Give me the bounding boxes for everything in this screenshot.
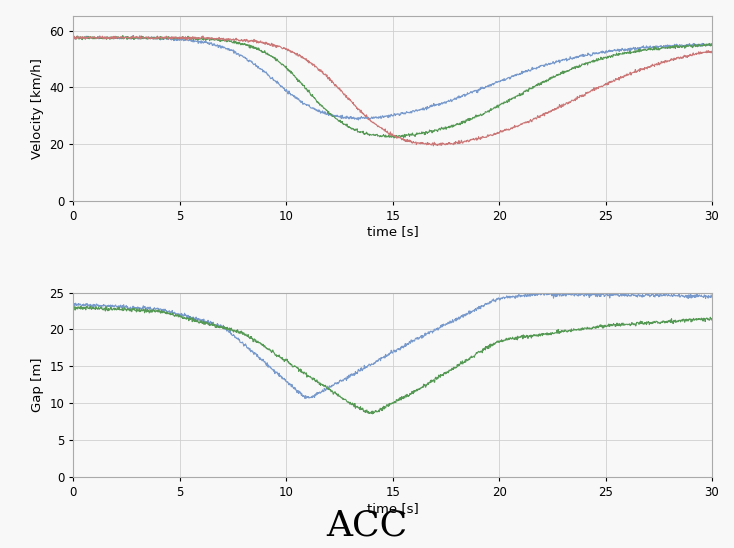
X-axis label: time [s]: time [s] [367, 225, 418, 238]
Y-axis label: Gap [m]: Gap [m] [31, 357, 44, 412]
X-axis label: time [s]: time [s] [367, 501, 418, 515]
Text: ACC: ACC [327, 509, 407, 543]
Y-axis label: Velocity [km/h]: Velocity [km/h] [31, 58, 44, 159]
